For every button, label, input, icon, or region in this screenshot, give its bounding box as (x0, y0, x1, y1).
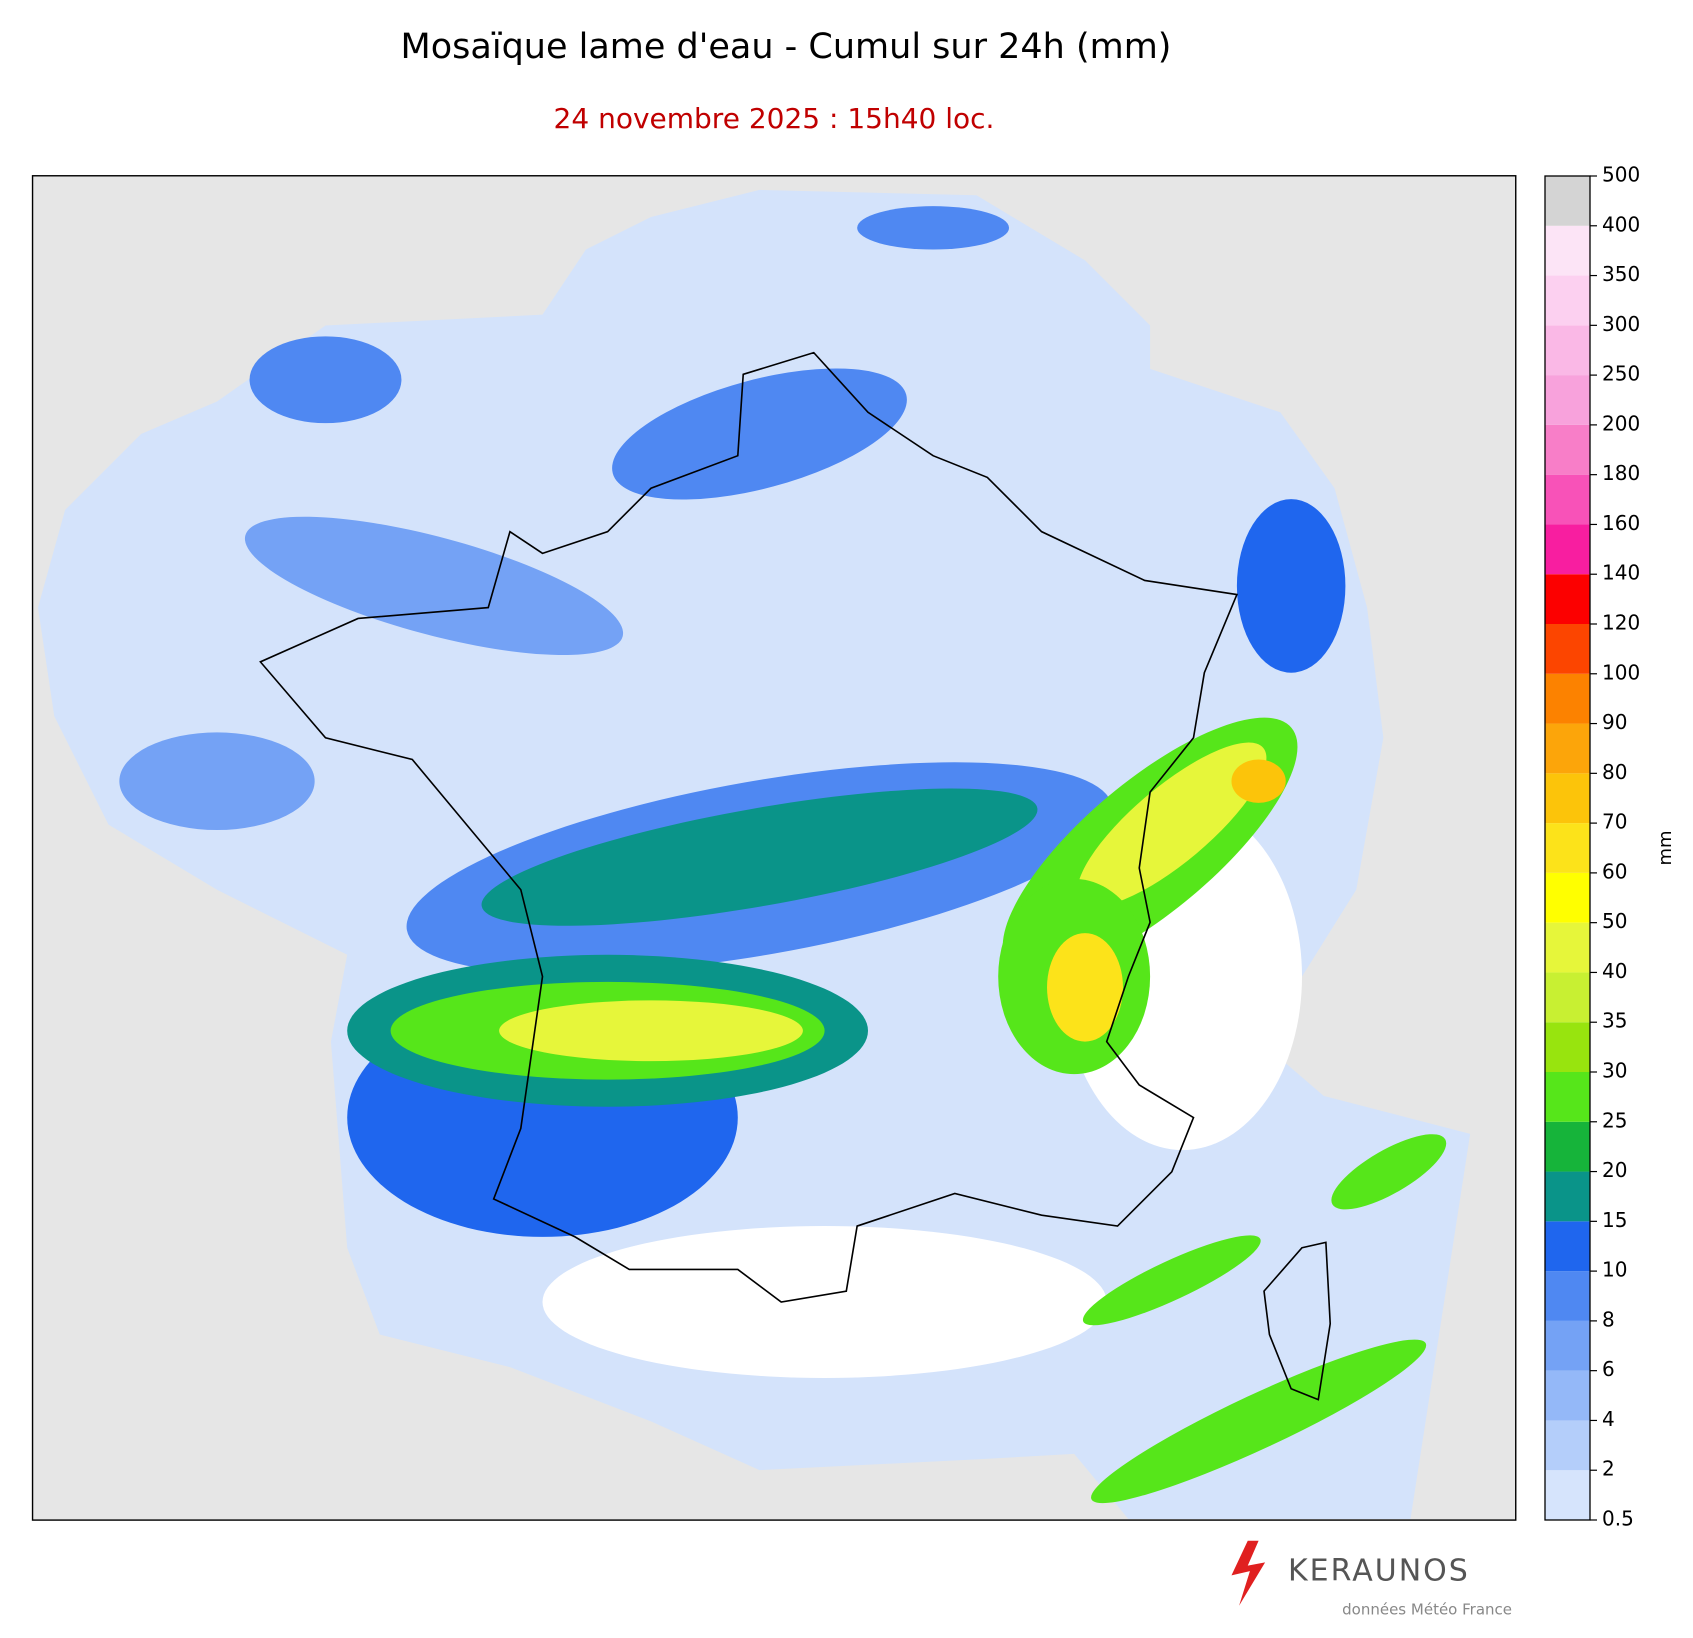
colorbar-bin (1545, 773, 1590, 824)
title: Mosaïque lame d'eau - Cumul sur 24h (mm) (401, 27, 1172, 67)
colorbar-bin (1545, 524, 1590, 575)
colorbar-bin (1545, 1022, 1590, 1072)
colorbar-tick-label: 160 (1602, 511, 1640, 535)
colorbar-tick-label: 4 (1602, 1407, 1615, 1431)
colorbar-tick-label: 8 (1602, 1307, 1615, 1331)
colorbar-tick-label: 40 (1602, 959, 1627, 983)
colorbar-tick-label: 300 (1602, 312, 1640, 336)
colorbar-tick-label: 30 (1602, 1059, 1627, 1083)
colorbar-bin (1545, 225, 1590, 276)
colorbar-tick-label: 140 (1602, 561, 1640, 585)
colorbar-tick-label: 6 (1602, 1357, 1615, 1381)
colorbar-bin (1545, 1221, 1590, 1272)
colorbar-frame (1544, 175, 1591, 1521)
colorbar-bin (1545, 1370, 1590, 1421)
colorbar-bin (1545, 574, 1590, 624)
colorbar-tick-label: 20 (1602, 1158, 1627, 1182)
colorbar-tick-label: 10 (1602, 1258, 1627, 1282)
colorbar-tick-label: 50 (1602, 909, 1627, 933)
colorbar-bin (1545, 275, 1590, 326)
colorbar-bin (1545, 972, 1590, 1023)
colorbar-tick-label: 35 (1602, 1009, 1627, 1033)
colorbar-tick-label: 180 (1602, 461, 1640, 485)
colorbar-bin (1545, 424, 1590, 475)
colorbar-tick-label: 350 (1602, 262, 1640, 286)
colorbar-tick-label: 2 (1602, 1457, 1615, 1481)
logo-bolt (1231, 1540, 1266, 1606)
colorbar-bin (1545, 176, 1590, 226)
precipitation (119, 206, 1447, 1504)
colorbar-bin (1545, 673, 1590, 724)
colorbar-tick-label: 60 (1602, 859, 1627, 883)
colorbar-bin (1545, 1171, 1590, 1222)
colorbar-tick-label: 250 (1602, 362, 1640, 386)
map (31, 175, 1517, 1606)
colorbar-bin (1545, 624, 1590, 674)
colorbar-bin (1545, 375, 1590, 425)
colorbar-tick-label: 90 (1602, 710, 1627, 734)
france-outline (259, 351, 1239, 1303)
colorbar-tick-label: 120 (1602, 611, 1640, 635)
corsica-outline (1263, 1241, 1332, 1401)
colorbar-bin (1545, 325, 1590, 376)
colorbar-bin (1545, 1271, 1590, 1321)
brand: KERAUNOS (1288, 1554, 1470, 1589)
colorbar-tick-label: 400 (1602, 212, 1640, 236)
colorbar-tick-label: 500 (1602, 163, 1640, 187)
colorbar-bin (1545, 1320, 1590, 1371)
colorbar-bin (1545, 474, 1590, 525)
colorbar-tick-label: 15 (1602, 1208, 1627, 1232)
colorbar-bin (1545, 872, 1590, 923)
logo (1231, 1540, 1266, 1606)
colorbar-bin (1545, 723, 1590, 774)
credit: données Météo France (1342, 1601, 1512, 1619)
colorbar-tick-label: 25 (1602, 1108, 1627, 1132)
colorbar-label: mm (1655, 830, 1676, 865)
colorbar-tick-label: 200 (1602, 411, 1640, 435)
subtitle: 24 novembre 2025 : 15h40 loc. (554, 102, 995, 135)
colorbar-bin (1545, 922, 1590, 973)
colorbar-bin (1545, 1470, 1590, 1520)
colorbar-bin (1545, 823, 1590, 873)
colorbar: 0.5 2 4 6 8 10 15 20 25 30 35 40 50 60 70 80 90 100 120 140… (1544, 163, 1640, 1531)
colorbar-bin (1545, 1072, 1590, 1122)
map-frame (31, 175, 1517, 1521)
colorbar-bin (1545, 1121, 1590, 1172)
colorbar-tick-label: 0.5 (1602, 1507, 1634, 1531)
colorbar-tick-label: 70 (1602, 810, 1627, 834)
colorbar-tick-label: 100 (1602, 660, 1640, 684)
colorbar-bin (1545, 1420, 1590, 1471)
colorbar-tick-label: 80 (1602, 760, 1627, 784)
